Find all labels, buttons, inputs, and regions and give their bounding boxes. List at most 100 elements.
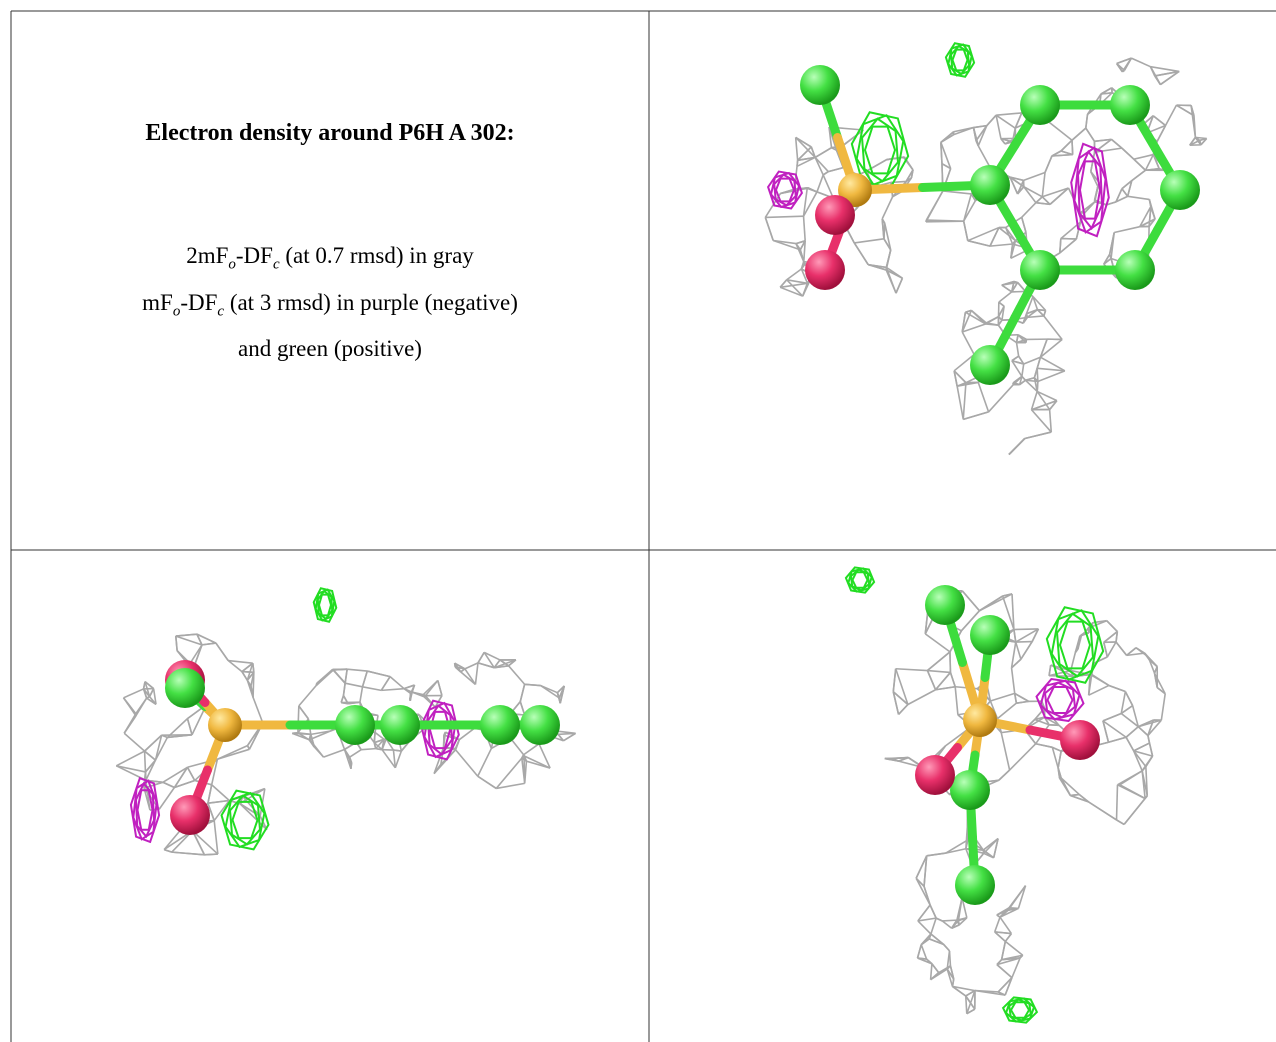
mesh-edge: [187, 719, 192, 735]
mesh-edge: [438, 680, 442, 695]
mesh-edge: [475, 663, 478, 685]
mesh-edge: [187, 767, 194, 780]
caption: Electron density around P6H A 302: 2mFo-…: [12, 120, 648, 368]
mesh-edge: [393, 750, 401, 751]
mesh-edge: [1117, 771, 1142, 785]
mesh-edge: [990, 244, 1013, 246]
mesh-edge: [997, 965, 1012, 978]
mesh-edge: [957, 386, 963, 419]
mesh-edge: [1072, 128, 1086, 140]
mesh-edge: [524, 744, 539, 755]
mesh-edge: [361, 749, 375, 750]
mesh-edge: [176, 636, 177, 651]
molecule: [915, 585, 1100, 905]
mesh-edge: [217, 749, 249, 759]
mesh-edge: [1014, 629, 1039, 630]
mesh-edge: [253, 697, 263, 723]
mesh-edge: [1108, 737, 1126, 742]
mesh-edge: [1146, 756, 1153, 767]
mesh-edge: [350, 750, 362, 757]
mesh-edge: [1134, 155, 1154, 160]
subscript: o: [228, 257, 236, 273]
caption-line: mFo-DFc (at 3 rmsd) in purple (negative): [12, 284, 648, 331]
mesh-edge: [1002, 941, 1006, 959]
mesh-edge: [208, 800, 229, 803]
mesh-edge: [525, 684, 541, 685]
mesh-edge: [936, 918, 942, 921]
mesh-edge: [815, 157, 828, 171]
mesh-edge: [1060, 239, 1077, 253]
mesh-edge: [964, 201, 976, 221]
atom: [165, 668, 205, 708]
mesh-loop: [1037, 679, 1084, 721]
mesh-edge: [1016, 701, 1028, 703]
mesh-loop: [319, 595, 331, 616]
mesh-edge: [962, 332, 974, 354]
mesh-edge: [1012, 668, 1015, 694]
mesh-edge: [1048, 121, 1072, 140]
mesh-edge: [1037, 381, 1038, 391]
mesh-edge: [1031, 391, 1037, 409]
mesh-edge: [116, 766, 145, 772]
mesh-edge: [1022, 364, 1024, 376]
mesh-edge: [1024, 172, 1045, 180]
mesh-edge: [1044, 316, 1062, 339]
mesh-edge: [989, 385, 1014, 412]
text-run: mF: [142, 290, 173, 315]
difference-mesh: [1071, 144, 1109, 236]
mesh-edge: [1036, 744, 1053, 748]
mesh-edge: [362, 687, 381, 691]
mesh-edge: [927, 671, 935, 690]
mesh-edge: [345, 669, 347, 683]
mesh-edge: [1005, 941, 1022, 955]
mesh-edge: [1075, 635, 1081, 652]
mesh-edge: [899, 705, 908, 715]
mesh-edge: [395, 751, 401, 768]
mesh-edge: [918, 945, 922, 958]
mesh-loop: [1071, 144, 1109, 236]
atom: [963, 703, 997, 737]
mesh-loop: [953, 50, 968, 71]
mesh-edge: [520, 684, 524, 701]
mesh-edge: [1014, 630, 1016, 643]
mesh-edge: [214, 821, 218, 854]
mesh-edge: [1022, 217, 1026, 232]
mesh-edge: [1085, 202, 1095, 213]
mesh-edge: [164, 850, 172, 853]
atom: [480, 705, 520, 745]
mesh-edge: [1042, 172, 1045, 196]
mesh-edge: [1150, 67, 1179, 72]
mesh-edge: [1049, 665, 1051, 676]
mesh-edge: [509, 666, 525, 684]
mesh-edge: [145, 751, 146, 772]
mesh-edge: [212, 785, 230, 801]
mesh-edge: [1024, 187, 1042, 197]
mesh-edge: [1052, 747, 1058, 768]
difference-mesh: [946, 43, 974, 77]
mesh-edge: [1126, 737, 1134, 751]
mesh-edge: [116, 751, 144, 766]
mesh-edge: [1153, 116, 1165, 126]
mesh-edge: [1131, 58, 1150, 67]
mesh-edge: [299, 685, 316, 705]
mesh-edge: [1117, 785, 1145, 799]
mesh-edge: [202, 643, 216, 645]
atom: [955, 865, 995, 905]
mesh-edge: [896, 278, 902, 293]
mesh-edge: [345, 683, 362, 687]
mesh-edge: [1104, 632, 1118, 643]
mesh-edge: [942, 920, 957, 921]
mesh-edge: [1090, 674, 1109, 685]
atom: [208, 708, 242, 742]
mesh-edge: [343, 683, 345, 695]
mesh-edge: [986, 317, 999, 324]
mesh-edge: [1149, 743, 1152, 756]
mesh-edge: [941, 132, 954, 143]
mesh-edge: [1015, 693, 1029, 701]
mesh-edge: [1008, 886, 1025, 911]
mesh-edge: [374, 732, 375, 742]
mesh-edge: [1002, 285, 1012, 292]
mesh-edge: [520, 702, 524, 715]
mesh-edge: [347, 669, 367, 671]
mesh-edge: [459, 728, 474, 739]
